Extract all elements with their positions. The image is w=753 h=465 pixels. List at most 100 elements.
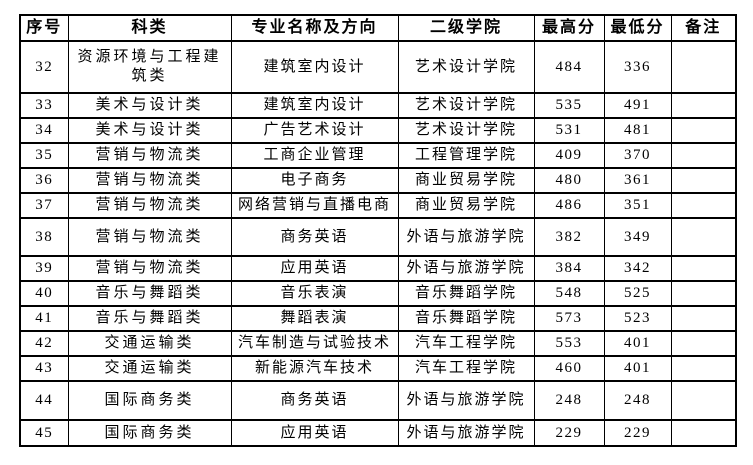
- cell-max-score: 382: [533, 217, 605, 257]
- cell-max-score: 384: [533, 255, 605, 282]
- cell-remark: [670, 142, 737, 169]
- cell-remark: [670, 167, 737, 194]
- cell-remark: [670, 305, 737, 332]
- cell-min-score: 401: [603, 355, 672, 382]
- cell-min-score: 248: [603, 380, 672, 421]
- cell-max-score: 553: [533, 330, 605, 357]
- cell-category: 美术与设计类: [67, 117, 232, 144]
- cell-college: 外语与旅游学院: [397, 255, 535, 282]
- cell-serial-number: 37: [19, 192, 69, 219]
- header-college: 二级学院: [397, 14, 535, 42]
- table-row: 40 音乐与舞蹈类 音乐表演 音乐舞蹈学院 548 525: [19, 280, 737, 307]
- cell-category: 营销与物流类: [67, 142, 232, 169]
- cell-major: 音乐表演: [230, 280, 399, 307]
- cell-major: 网络营销与直播电商: [230, 192, 399, 219]
- cell-remark: [670, 192, 737, 219]
- cell-category: 营销与物流类: [67, 255, 232, 282]
- cell-min-score: 229: [603, 419, 672, 447]
- cell-category: 国际商务类: [67, 419, 232, 447]
- cell-min-score: 351: [603, 192, 672, 219]
- cell-max-score: 531: [533, 117, 605, 144]
- cell-min-score: 349: [603, 217, 672, 257]
- header-serial-number: 序号: [19, 14, 69, 42]
- header-min-score: 最低分: [603, 14, 672, 42]
- cell-max-score: 486: [533, 192, 605, 219]
- cell-min-score: 361: [603, 167, 672, 194]
- cell-serial-number: 43: [19, 355, 69, 382]
- table-row: 37 营销与物流类 网络营销与直播电商 商业贸易学院 486 351: [19, 192, 737, 219]
- table-header-row: 序号 科类 专业名称及方向 二级学院 最高分 最低分 备注: [19, 14, 737, 42]
- cell-serial-number: 32: [19, 40, 69, 94]
- table-row: 38 营销与物流类 商务英语 外语与旅游学院 382 349: [19, 217, 737, 257]
- cell-major: 新能源汽车技术: [230, 355, 399, 382]
- cell-serial-number: 34: [19, 117, 69, 144]
- cell-serial-number: 40: [19, 280, 69, 307]
- cell-serial-number: 39: [19, 255, 69, 282]
- cell-min-score: 525: [603, 280, 672, 307]
- table-row: 41 音乐与舞蹈类 舞蹈表演 音乐舞蹈学院 573 523: [19, 305, 737, 332]
- cell-remark: [670, 217, 737, 257]
- cell-max-score: 484: [533, 40, 605, 94]
- cell-remark: [670, 330, 737, 357]
- cell-remark: [670, 380, 737, 421]
- table-row: 36 营销与物流类 电子商务 商业贸易学院 480 361: [19, 167, 737, 194]
- cell-serial-number: 33: [19, 92, 69, 119]
- cell-college: 商业贸易学院: [397, 167, 535, 194]
- cell-college: 汽车工程学院: [397, 355, 535, 382]
- cell-category: 营销与物流类: [67, 217, 232, 257]
- table-row: 42 交通运输类 汽车制造与试验技术 汽车工程学院 553 401: [19, 330, 737, 357]
- cell-max-score: 248: [533, 380, 605, 421]
- table-row: 34 美术与设计类 广告艺术设计 艺术设计学院 531 481: [19, 117, 737, 144]
- cell-serial-number: 38: [19, 217, 69, 257]
- header-major-name: 专业名称及方向: [230, 14, 399, 42]
- cell-college: 商业贸易学院: [397, 192, 535, 219]
- header-category: 科类: [67, 14, 232, 42]
- cell-major: 应用英语: [230, 255, 399, 282]
- cell-category: 交通运输类: [67, 330, 232, 357]
- cell-college: 外语与旅游学院: [397, 419, 535, 447]
- cell-serial-number: 35: [19, 142, 69, 169]
- cell-major: 应用英语: [230, 419, 399, 447]
- cell-category: 营销与物流类: [67, 167, 232, 194]
- cell-min-score: 336: [603, 40, 672, 94]
- cell-max-score: 548: [533, 280, 605, 307]
- cell-major: 电子商务: [230, 167, 399, 194]
- table-row: 39 营销与物流类 应用英语 外语与旅游学院 384 342: [19, 255, 737, 282]
- cell-category: 营销与物流类: [67, 192, 232, 219]
- cell-college: 艺术设计学院: [397, 40, 535, 94]
- header-remark: 备注: [670, 14, 737, 42]
- cell-college: 音乐舞蹈学院: [397, 280, 535, 307]
- cell-college: 艺术设计学院: [397, 117, 535, 144]
- cell-max-score: 535: [533, 92, 605, 119]
- cell-major: 工商企业管理: [230, 142, 399, 169]
- cell-serial-number: 45: [19, 419, 69, 447]
- cell-min-score: 401: [603, 330, 672, 357]
- admission-scores-table: 序号 科类 专业名称及方向 二级学院 最高分 最低分 备注 32 资源环境与工程…: [19, 14, 737, 447]
- cell-min-score: 523: [603, 305, 672, 332]
- cell-category: 美术与设计类: [67, 92, 232, 119]
- cell-major: 建筑室内设计: [230, 40, 399, 94]
- cell-remark: [670, 40, 737, 94]
- cell-max-score: 460: [533, 355, 605, 382]
- cell-college: 工程管理学院: [397, 142, 535, 169]
- cell-remark: [670, 117, 737, 144]
- cell-min-score: 481: [603, 117, 672, 144]
- cell-max-score: 573: [533, 305, 605, 332]
- table-row: 44 国际商务类 商务英语 外语与旅游学院 248 248: [19, 380, 737, 421]
- cell-category: 国际商务类: [67, 380, 232, 421]
- cell-serial-number: 42: [19, 330, 69, 357]
- table-row: 45 国际商务类 应用英语 外语与旅游学院 229 229: [19, 419, 737, 447]
- cell-college: 外语与旅游学院: [397, 380, 535, 421]
- cell-category: 资源环境与工程建 筑类: [67, 40, 232, 94]
- cell-college: 汽车工程学院: [397, 330, 535, 357]
- cell-remark: [670, 419, 737, 447]
- cell-min-score: 491: [603, 92, 672, 119]
- cell-college: 音乐舞蹈学院: [397, 305, 535, 332]
- cell-max-score: 409: [533, 142, 605, 169]
- cell-category: 音乐与舞蹈类: [67, 280, 232, 307]
- cell-college: 外语与旅游学院: [397, 217, 535, 257]
- cell-category: 交通运输类: [67, 355, 232, 382]
- cell-max-score: 480: [533, 167, 605, 194]
- cell-college: 艺术设计学院: [397, 92, 535, 119]
- cell-remark: [670, 355, 737, 382]
